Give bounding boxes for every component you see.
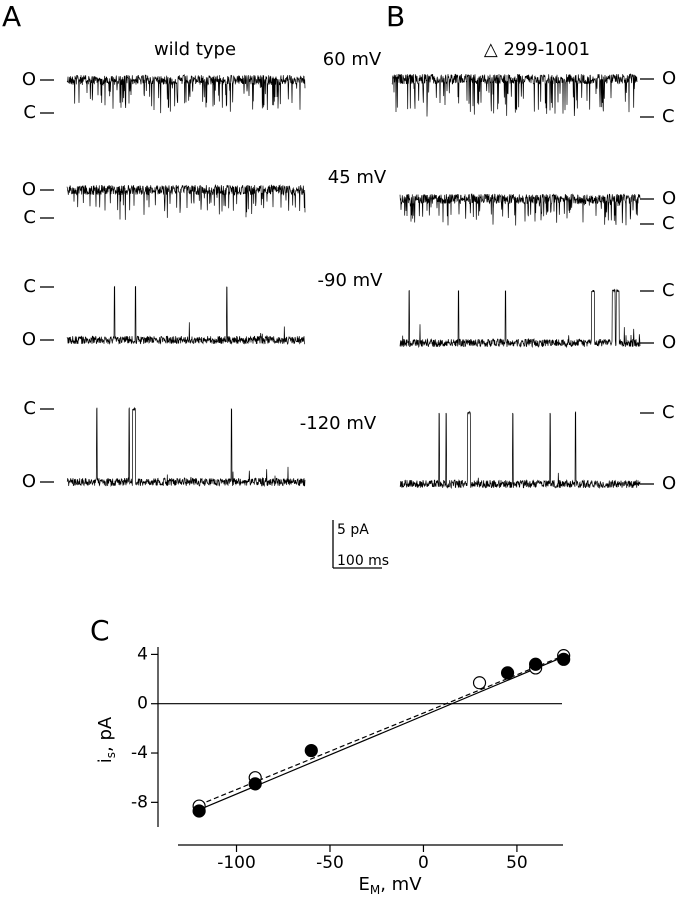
state-label: C (662, 280, 675, 301)
state-label: O (662, 188, 676, 209)
scale-bar (332, 520, 382, 569)
data-point (529, 657, 543, 671)
data-point (500, 666, 515, 680)
voltage-label: 60 mV (323, 49, 382, 70)
y-tick-label: -8 (131, 792, 148, 812)
panel-letter: B (386, 0, 405, 33)
current-trace (66, 184, 306, 220)
current-trace (399, 192, 641, 226)
state-label: O (22, 329, 36, 350)
data-point (304, 743, 318, 758)
panel-letter: A (2, 0, 21, 33)
panel-title: △ 299-1001 (484, 39, 590, 60)
x-tick-label: -50 (316, 853, 344, 873)
current-trace (66, 285, 306, 345)
current-trace (391, 73, 638, 117)
y-axis-label: is, pA (95, 716, 118, 763)
state-label: C (662, 213, 675, 234)
state-label: C (23, 398, 36, 419)
plot: 4 0 -4 -8 -100 -50 0 50 (131, 644, 571, 873)
x-tick-label: 50 (506, 853, 528, 873)
current-trace (66, 73, 306, 114)
state-label: C (662, 402, 675, 423)
state-label: O (662, 68, 676, 89)
current-trace (66, 406, 306, 488)
state-label: O (22, 471, 36, 492)
state-label: C (23, 102, 36, 123)
state-label: O (662, 332, 676, 353)
state-label: O (22, 69, 36, 90)
scale-label: 100 ms (337, 553, 389, 569)
voltage-label: -90 mV (318, 270, 384, 291)
state-label: C (662, 106, 675, 127)
panel-title: wild type (154, 39, 236, 60)
voltage-label: -120 mV (300, 413, 377, 434)
data-point (472, 676, 487, 690)
y-tick-label: -4 (131, 743, 148, 763)
state-label: O (22, 179, 36, 200)
scale-label: 5 pA (337, 522, 369, 538)
y-tick-label: 0 (137, 694, 148, 714)
data-point (557, 652, 571, 666)
x-tick-label: -100 (217, 853, 256, 873)
x-tick-label: 0 (418, 853, 429, 873)
x-axis-label: EM, mV (358, 874, 422, 897)
data-point (248, 777, 262, 791)
y-tick-label: 4 (137, 644, 148, 664)
voltage-label: 45 mV (328, 167, 387, 188)
state-label: C (23, 276, 36, 297)
current-trace (399, 410, 641, 490)
panel-letter: C (90, 614, 110, 647)
current-trace (399, 288, 641, 349)
state-label: O (662, 473, 676, 494)
data-point (192, 804, 206, 818)
state-label: C (23, 207, 36, 228)
